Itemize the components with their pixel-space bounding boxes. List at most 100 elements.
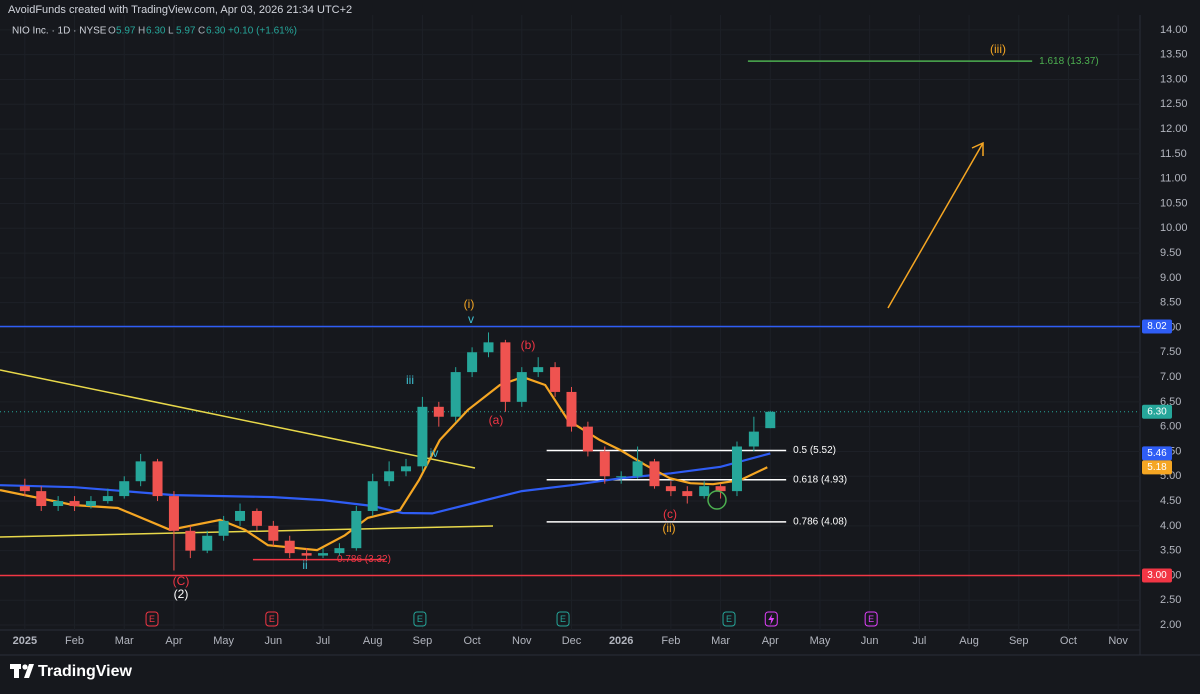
y-tick-label: 7.50 <box>1160 346 1181 358</box>
candle-body <box>682 491 693 497</box>
fib-label: 1.618 (13.37) <box>1039 56 1099 67</box>
event-label: E <box>149 614 155 624</box>
x-tick-label: Jun <box>861 635 879 647</box>
ohlc-key: L <box>168 26 174 37</box>
x-tick-label: Jul <box>912 635 926 647</box>
wave-label: v <box>468 312 474 326</box>
arrow <box>887 142 984 309</box>
x-tick-label: Mar <box>115 635 134 647</box>
x-tick-label: May <box>213 635 234 647</box>
y-tick-label: 9.00 <box>1160 272 1181 284</box>
wave-label: iv <box>430 446 439 460</box>
x-tick-label: Jun <box>264 635 282 647</box>
wave-label: (ii) <box>662 521 675 535</box>
candle-body <box>69 501 80 507</box>
arrow-head <box>971 141 984 156</box>
x-tick-label: 2025 <box>13 635 37 647</box>
x-tick-label: Sep <box>1009 635 1029 647</box>
candle-body <box>19 486 30 492</box>
y-tick-label: 13.00 <box>1160 73 1188 85</box>
x-tick-label: Dec <box>562 635 582 647</box>
wave-label: (c) <box>663 507 677 521</box>
candle-body <box>202 535 213 551</box>
candle-body <box>748 431 759 447</box>
candle-body <box>533 367 544 373</box>
event-marker <box>413 611 427 627</box>
logo-part <box>22 664 28 670</box>
y-tick-label: 12.50 <box>1160 98 1188 110</box>
y-tick-label: 14.00 <box>1160 24 1188 36</box>
logo-part <box>24 664 34 678</box>
y-tick-label: 13.50 <box>1160 49 1188 61</box>
ohlc-value: 5.97 <box>116 26 136 37</box>
ohlc-key: H <box>138 26 145 37</box>
candle-body <box>765 411 776 429</box>
event-label: E <box>868 614 874 624</box>
candle-body <box>334 548 345 554</box>
event-marker <box>722 611 736 627</box>
candle-body <box>135 461 146 482</box>
candle-body <box>351 510 362 549</box>
wave-label: (b) <box>521 338 536 352</box>
wave-label: ii <box>302 558 307 572</box>
wave-label: (iii) <box>990 42 1006 56</box>
ohlc-key: O <box>108 26 116 37</box>
change: +0.10 (+1.61%) <box>228 26 297 37</box>
fib-label: 0.618 (4.93) <box>793 474 847 485</box>
x-tick-label: Feb <box>65 635 84 647</box>
y-tick-label: 10.50 <box>1160 197 1188 209</box>
y-tick-label: 2.00 <box>1160 619 1181 631</box>
candle-body <box>284 540 295 554</box>
y-tick-label: 2.50 <box>1160 594 1181 606</box>
candle-body <box>582 426 593 452</box>
y-tick-label: 4.00 <box>1160 520 1181 532</box>
logo-icon <box>10 664 34 678</box>
wave-label: (i) <box>464 297 475 311</box>
price-label: 5.18 <box>1147 462 1167 473</box>
candle-body <box>500 342 511 402</box>
candle-body <box>36 491 47 507</box>
candle-body <box>699 486 710 497</box>
fib-label: 0.5 (5.52) <box>793 445 836 456</box>
candle-body <box>367 481 378 511</box>
candle-body <box>85 501 96 507</box>
event-icon <box>768 614 775 625</box>
fib-label: 0.786 (3.32) <box>337 554 391 565</box>
candle-body <box>566 391 577 427</box>
fib-label: 0.786 (4.08) <box>793 517 847 528</box>
price-label-box <box>1142 446 1172 461</box>
y-tick-label: 7.00 <box>1160 371 1181 383</box>
header: AvoidFunds created with TradingView.com,… <box>8 4 352 16</box>
candle-body <box>632 461 643 477</box>
price-label-box <box>1142 568 1172 583</box>
ohlc-key: C <box>198 26 205 37</box>
x-tick-label: Mar <box>711 635 730 647</box>
candle-body <box>119 481 130 497</box>
wave-label: (a) <box>489 413 504 427</box>
event-label: E <box>417 614 423 624</box>
candle-body <box>301 553 312 556</box>
candle-body <box>185 530 196 551</box>
wave-label: (2) <box>174 587 189 601</box>
candle-body <box>152 461 163 497</box>
event-marker <box>764 611 778 627</box>
wave-label: iii <box>406 373 414 387</box>
x-tick-label: Aug <box>363 635 383 647</box>
x-tick-label: Feb <box>661 635 680 647</box>
event-marker <box>265 611 279 627</box>
ohlc-value: 6.30 <box>146 26 166 37</box>
y-tick-label: 9.50 <box>1160 247 1181 259</box>
candle-body <box>401 466 412 472</box>
y-tick-label: 3.50 <box>1160 545 1181 557</box>
candle-body <box>251 510 262 526</box>
y-tick-label: 12.00 <box>1160 123 1188 135</box>
candle-body <box>715 486 726 492</box>
event-marker <box>145 611 159 627</box>
candle-body <box>433 406 444 417</box>
candle-body <box>665 486 676 492</box>
candle-body <box>450 372 461 417</box>
candle-body <box>218 520 229 536</box>
candle-body <box>268 525 279 541</box>
x-tick-label: Sep <box>413 635 433 647</box>
x-tick-label: Aug <box>959 635 979 647</box>
